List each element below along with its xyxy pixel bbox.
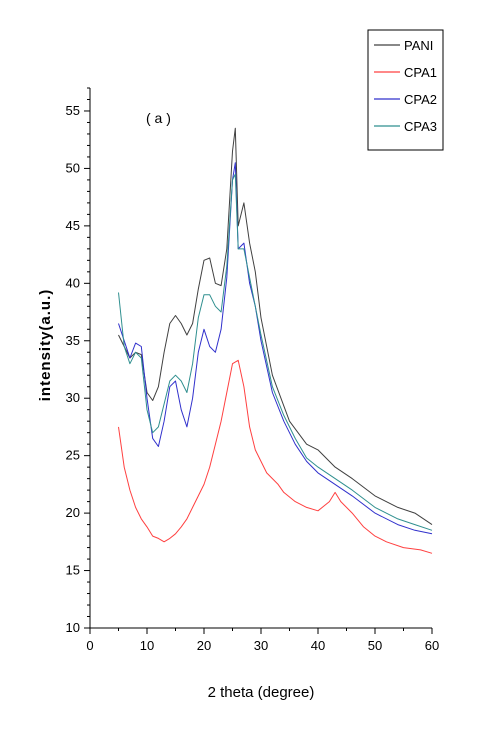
x-tick-label: 20 xyxy=(197,638,211,653)
y-tick-label: 50 xyxy=(66,160,80,175)
x-axis-title: 2 theta (degree) xyxy=(208,684,315,701)
y-tick-label: 45 xyxy=(66,218,80,233)
legend-label-cpa2: CPA2 xyxy=(404,92,437,107)
y-tick-label: 25 xyxy=(66,448,80,463)
legend-label-cpa1: CPA1 xyxy=(404,65,437,80)
ticks: 0 10 20 30 40 50 60 10 15 20 25 30 35 40 45 50 55 xyxy=(66,87,439,653)
y-tick-label: 15 xyxy=(66,563,80,578)
legend-box xyxy=(367,29,444,151)
panel-annotation: ( a ) xyxy=(146,110,171,126)
y-axis-title: intensity(a.u.) xyxy=(37,289,54,402)
y-tick-label: 35 xyxy=(66,333,80,348)
legend-label-pani: PANI xyxy=(404,38,433,53)
plot-lines xyxy=(118,127,433,554)
legend-label-cpa3: CPA3 xyxy=(404,119,437,134)
x-tick-label: 50 xyxy=(368,638,382,653)
y-tick-label: 55 xyxy=(66,103,80,118)
y-tick-label: 40 xyxy=(66,275,80,290)
y-tick-label: 20 xyxy=(66,505,80,520)
series-line-cpa1 xyxy=(118,359,433,554)
y-tick-label: 30 xyxy=(66,390,80,405)
x-tick-label: 30 xyxy=(254,638,268,653)
y-tick-label: 10 xyxy=(66,620,80,635)
legend: PANI CPA1 CPA2 CPA3 xyxy=(367,29,444,151)
x-tick-label: 0 xyxy=(86,638,93,653)
series-line-pani xyxy=(118,127,433,526)
x-tick-label: 60 xyxy=(425,638,439,653)
x-tick-label: 40 xyxy=(311,638,325,653)
x-tick-label: 10 xyxy=(140,638,154,653)
series-line-cpa3 xyxy=(118,173,433,531)
series-line-cpa2 xyxy=(118,162,433,535)
